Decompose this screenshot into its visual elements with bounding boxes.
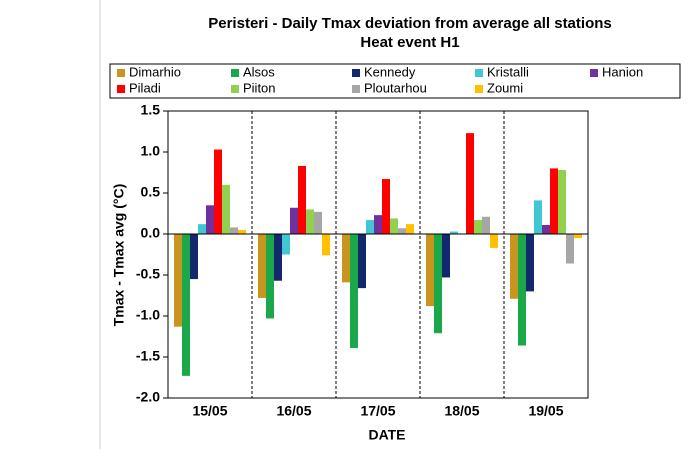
- bar: [238, 229, 246, 234]
- y-tick-label: 1.5: [141, 102, 161, 118]
- bar: [526, 234, 534, 292]
- bar: [574, 234, 582, 239]
- legend-swatch: [117, 69, 125, 77]
- bar: [374, 215, 382, 234]
- bar: [474, 220, 482, 234]
- x-tick-label: 15/05: [192, 403, 227, 419]
- bar: [426, 234, 434, 307]
- y-tick-label: -2.0: [136, 389, 160, 405]
- legend-label: Zoumi: [487, 80, 523, 95]
- y-tick-label: 1.0: [141, 143, 161, 159]
- x-tick-label: 17/05: [360, 403, 395, 419]
- bar: [306, 209, 314, 234]
- bar: [406, 224, 414, 234]
- chart-title: Peristeri - Daily Tmax deviation from av…: [208, 15, 611, 32]
- y-tick-label: -0.5: [136, 266, 160, 282]
- legend-swatch: [590, 69, 598, 77]
- legend-label: Piiton: [243, 80, 276, 95]
- bar: [230, 227, 238, 234]
- bar: [566, 234, 574, 264]
- x-axis-label: DATE: [368, 427, 405, 443]
- y-tick-label: -1.5: [136, 348, 160, 364]
- legend-swatch: [231, 69, 239, 77]
- legend-label: Dimarhio: [129, 64, 181, 79]
- y-axis-label: Tmax - Tmax avg (°C): [111, 184, 127, 327]
- legend-swatch: [475, 85, 483, 93]
- legend-label: Kristalli: [487, 64, 529, 79]
- y-tick-label: -1.0: [136, 307, 160, 323]
- bar: [510, 234, 518, 299]
- legend-label: Alsos: [243, 64, 275, 79]
- bar: [366, 220, 374, 234]
- bar: [182, 234, 190, 376]
- bar: [482, 216, 490, 234]
- legend-swatch: [475, 69, 483, 77]
- y-tick-label: 0.0: [141, 225, 161, 241]
- bar: [206, 205, 214, 234]
- bar: [358, 234, 366, 289]
- bar: [450, 231, 458, 234]
- legend-label: Kennedy: [364, 64, 416, 79]
- legend-swatch: [117, 85, 125, 93]
- bar: [274, 234, 282, 281]
- bar: [434, 234, 442, 334]
- bar: [266, 234, 274, 319]
- bar: [190, 234, 198, 280]
- bar: [442, 234, 450, 278]
- bar: [542, 224, 550, 234]
- bar: [466, 133, 474, 234]
- bar: [342, 234, 350, 283]
- legend-label: Piladi: [129, 80, 161, 95]
- y-tick-label: 0.5: [141, 184, 161, 200]
- bar: [490, 234, 498, 248]
- bar: [298, 165, 306, 234]
- x-tick-label: 18/05: [444, 403, 479, 419]
- legend-label: Ploutarhou: [364, 80, 427, 95]
- bar: [222, 184, 230, 234]
- bar: [198, 224, 206, 234]
- bar: [174, 234, 182, 327]
- bar: [322, 234, 330, 256]
- bar: [258, 234, 266, 298]
- bar: [390, 218, 398, 234]
- legend-swatch: [352, 69, 360, 77]
- bar: [398, 228, 406, 234]
- chart-subtitle: Heat event H1: [360, 34, 459, 51]
- x-tick-label: 16/05: [276, 403, 311, 419]
- bar: [382, 179, 390, 234]
- bar: [518, 234, 526, 346]
- bar: [214, 149, 222, 234]
- bar: [558, 170, 566, 234]
- bar: [314, 211, 322, 234]
- bar: [290, 207, 298, 234]
- legend-box: [109, 63, 681, 99]
- legend-label: Hanion: [602, 64, 643, 79]
- x-tick-label: 19/05: [528, 403, 563, 419]
- bar: [350, 234, 358, 348]
- legend-swatch: [231, 85, 239, 93]
- bar: [550, 168, 558, 234]
- bar: [282, 234, 290, 255]
- legend-swatch: [352, 85, 360, 93]
- bar: [534, 200, 542, 234]
